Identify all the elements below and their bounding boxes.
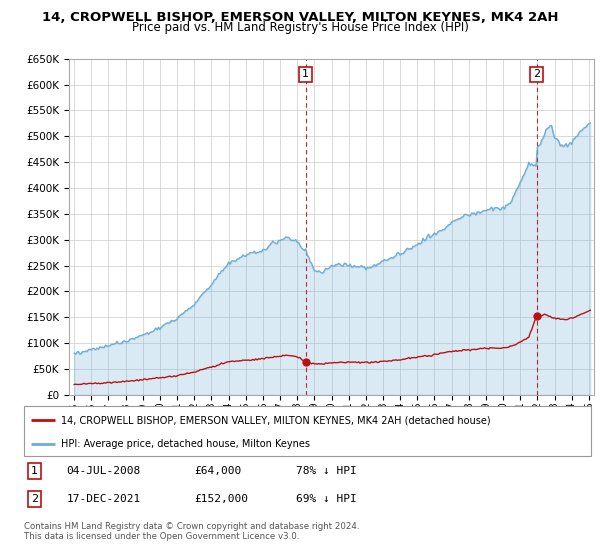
Text: 1: 1 (302, 69, 309, 80)
Text: £64,000: £64,000 (194, 466, 241, 476)
Text: HPI: Average price, detached house, Milton Keynes: HPI: Average price, detached house, Milt… (61, 439, 310, 449)
Text: 69% ↓ HPI: 69% ↓ HPI (296, 494, 357, 503)
Text: 2: 2 (31, 494, 38, 503)
Text: 14, CROPWELL BISHOP, EMERSON VALLEY, MILTON KEYNES, MK4 2AH (detached house): 14, CROPWELL BISHOP, EMERSON VALLEY, MIL… (61, 415, 490, 425)
Text: 2: 2 (533, 69, 540, 80)
Text: 78% ↓ HPI: 78% ↓ HPI (296, 466, 357, 476)
Text: 1: 1 (31, 466, 38, 476)
Text: Contains HM Land Registry data © Crown copyright and database right 2024.
This d: Contains HM Land Registry data © Crown c… (24, 522, 359, 542)
Text: 14, CROPWELL BISHOP, EMERSON VALLEY, MILTON KEYNES, MK4 2AH: 14, CROPWELL BISHOP, EMERSON VALLEY, MIL… (42, 11, 558, 24)
Text: Price paid vs. HM Land Registry's House Price Index (HPI): Price paid vs. HM Land Registry's House … (131, 21, 469, 34)
Text: 04-JUL-2008: 04-JUL-2008 (67, 466, 141, 476)
Text: £152,000: £152,000 (194, 494, 248, 503)
Text: 17-DEC-2021: 17-DEC-2021 (67, 494, 141, 503)
